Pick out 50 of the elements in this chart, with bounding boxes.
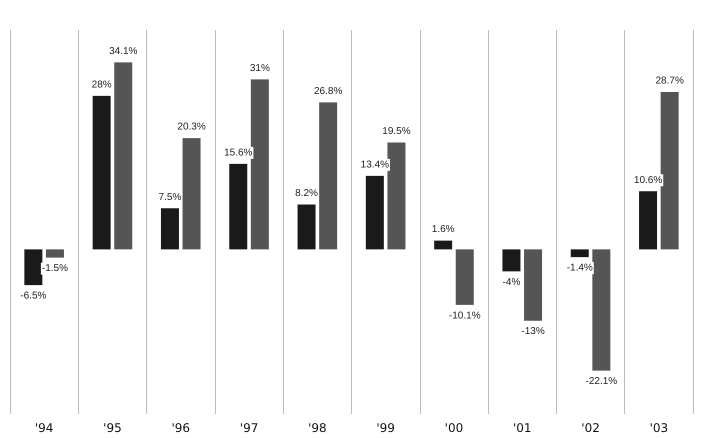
x-tick-label: '97 [240, 421, 258, 435]
data-label: 13.4% [360, 159, 390, 170]
bar [46, 249, 64, 258]
bar [250, 79, 269, 250]
data-label: 28.7% [655, 75, 684, 86]
x-tick-label: '96 [171, 421, 190, 435]
data-label: 19.5% [382, 126, 411, 137]
bar [114, 62, 132, 250]
bar [592, 249, 610, 371]
data-label: 7.5% [158, 192, 182, 203]
data-label: -10.1% [448, 310, 481, 322]
bar [456, 249, 474, 305]
bar [502, 249, 520, 272]
data-label: -4% [502, 276, 520, 288]
bar [639, 191, 658, 250]
x-tick-label: '98 [308, 421, 327, 435]
bar [24, 249, 42, 286]
data-label: 15.6% [224, 147, 253, 158]
x-tick-label: '00 [444, 421, 464, 435]
data-label: -6.5% [20, 290, 47, 302]
bar [524, 249, 542, 321]
x-tick-label: '03 [650, 421, 668, 435]
bar [366, 176, 384, 250]
bar [570, 249, 589, 258]
data-label: 26.8% [314, 86, 342, 97]
x-tick-label: '01 [512, 421, 532, 435]
bar [182, 138, 201, 250]
data-label: -13% [521, 326, 545, 338]
bar [434, 240, 452, 250]
data-label: -1.5% [42, 263, 68, 274]
data-label: -22.1% [586, 376, 618, 388]
data-label: 20.3% [177, 122, 206, 133]
x-tick-label: '94 [34, 421, 54, 435]
data-label: 8.2% [295, 188, 318, 199]
data-label: 10.6% [634, 174, 662, 186]
bar [319, 102, 338, 250]
bar [92, 96, 111, 250]
x-tick-label: '95 [103, 421, 122, 435]
bar [387, 142, 406, 250]
data-label: 1.6% [432, 224, 455, 236]
bar [298, 204, 316, 250]
x-tick-label: '02 [581, 421, 600, 435]
bar [660, 92, 679, 250]
data-label: 34.1% [109, 46, 138, 57]
x-tick-label: '99 [376, 421, 395, 435]
data-label: 28% [92, 79, 112, 90]
data-label: 31% [250, 62, 270, 74]
bar [160, 208, 179, 250]
bar [229, 164, 248, 250]
data-label: -1.4% [566, 262, 593, 274]
